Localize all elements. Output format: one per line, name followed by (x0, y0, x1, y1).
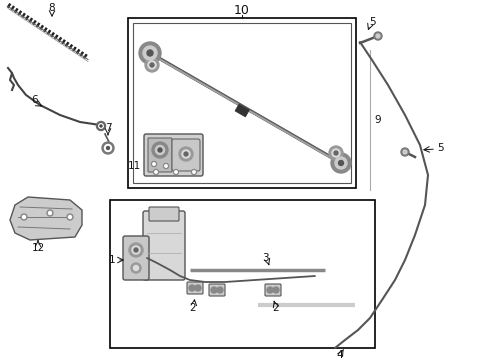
Circle shape (134, 248, 138, 252)
Circle shape (217, 287, 223, 293)
Circle shape (191, 170, 196, 175)
Bar (128, 18, 355, 188)
Circle shape (333, 151, 337, 155)
Bar (235, 104, 249, 117)
Circle shape (189, 285, 195, 291)
Circle shape (150, 63, 154, 67)
Circle shape (210, 287, 217, 293)
Circle shape (139, 42, 161, 64)
Circle shape (266, 287, 272, 293)
FancyBboxPatch shape (172, 139, 200, 171)
Circle shape (179, 147, 193, 161)
Circle shape (331, 149, 339, 157)
Circle shape (155, 145, 164, 154)
FancyBboxPatch shape (143, 134, 203, 176)
Circle shape (153, 170, 158, 175)
Bar (133, 23, 350, 183)
Circle shape (68, 216, 71, 219)
Circle shape (96, 122, 105, 130)
FancyBboxPatch shape (123, 236, 149, 280)
Circle shape (129, 243, 142, 257)
Polygon shape (10, 197, 82, 240)
Text: 12: 12 (31, 243, 44, 253)
FancyBboxPatch shape (208, 284, 224, 296)
Circle shape (145, 58, 159, 72)
Text: 8: 8 (49, 3, 55, 13)
Circle shape (334, 157, 346, 169)
Circle shape (195, 285, 201, 291)
Circle shape (142, 46, 157, 60)
Text: 2: 2 (189, 303, 196, 313)
Circle shape (400, 148, 408, 156)
FancyBboxPatch shape (264, 284, 281, 296)
Circle shape (155, 171, 157, 173)
Circle shape (330, 153, 350, 173)
Text: 11: 11 (127, 161, 141, 171)
Circle shape (158, 148, 162, 152)
Text: 9: 9 (373, 115, 380, 125)
Circle shape (148, 61, 156, 69)
Circle shape (173, 170, 178, 175)
Circle shape (21, 214, 27, 220)
Circle shape (373, 32, 381, 40)
Circle shape (152, 163, 155, 165)
Text: 5: 5 (368, 17, 375, 27)
FancyBboxPatch shape (186, 282, 203, 294)
Circle shape (106, 147, 109, 149)
Circle shape (272, 287, 279, 293)
Circle shape (48, 211, 51, 215)
Circle shape (151, 162, 156, 166)
FancyBboxPatch shape (142, 211, 184, 280)
Circle shape (163, 163, 168, 168)
Circle shape (133, 266, 138, 270)
Text: 5: 5 (436, 143, 443, 153)
Circle shape (104, 144, 111, 152)
Circle shape (192, 171, 195, 173)
Circle shape (164, 165, 167, 167)
Circle shape (131, 263, 141, 273)
Circle shape (102, 142, 114, 154)
Text: 6: 6 (32, 95, 38, 105)
Circle shape (338, 161, 343, 166)
Circle shape (328, 146, 342, 160)
Circle shape (100, 125, 102, 127)
Circle shape (152, 142, 168, 158)
Circle shape (183, 152, 187, 156)
FancyBboxPatch shape (149, 207, 179, 221)
Circle shape (174, 171, 177, 173)
Circle shape (375, 34, 379, 38)
Text: 2: 2 (272, 303, 279, 313)
Circle shape (402, 150, 406, 154)
Circle shape (147, 50, 153, 56)
Text: 1: 1 (108, 255, 115, 265)
Text: 4: 4 (336, 350, 343, 360)
Circle shape (99, 124, 103, 128)
Circle shape (22, 216, 25, 219)
Circle shape (47, 210, 53, 216)
Text: 3: 3 (261, 253, 268, 263)
Text: 7: 7 (104, 123, 111, 133)
Bar (110, 200, 374, 348)
Text: 10: 10 (234, 4, 249, 17)
FancyBboxPatch shape (148, 138, 172, 172)
Circle shape (182, 150, 190, 158)
Circle shape (132, 246, 140, 254)
Circle shape (67, 214, 73, 220)
